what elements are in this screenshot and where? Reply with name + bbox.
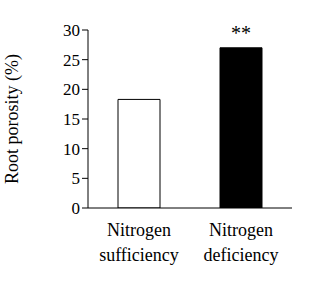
svg-text:0: 0 xyxy=(72,199,81,218)
svg-text:25: 25 xyxy=(63,51,80,70)
svg-text:Nitrogendeficiency: Nitrogendeficiency xyxy=(204,220,279,264)
svg-text:Root porosity (%): Root porosity (%) xyxy=(8,54,23,184)
svg-text:30: 30 xyxy=(63,21,80,40)
svg-text:**: ** xyxy=(231,22,251,44)
svg-text:10: 10 xyxy=(63,140,80,159)
svg-text:15: 15 xyxy=(63,110,80,129)
svg-text:Nitrogensufficiency: Nitrogensufficiency xyxy=(99,220,179,264)
svg-text:5: 5 xyxy=(72,169,81,188)
svg-text:20: 20 xyxy=(63,80,80,99)
